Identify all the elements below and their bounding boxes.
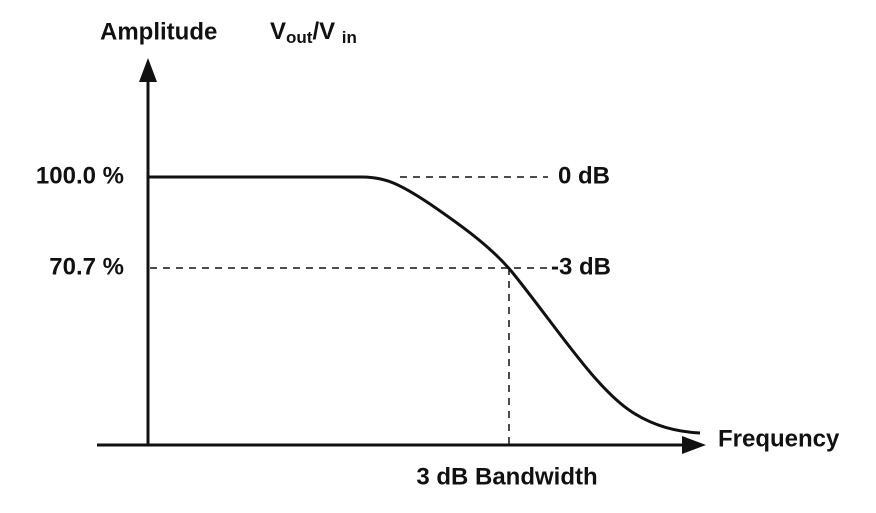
- ratio-part: in: [342, 28, 357, 47]
- response-curve: [148, 175, 701, 435]
- x-axis-arrow: [682, 436, 706, 454]
- gain-label: -3 dB: [551, 253, 611, 280]
- ratio-part: /V: [312, 18, 341, 45]
- ratio-part: out: [286, 28, 313, 47]
- title: Amplitude: [100, 18, 217, 45]
- ratio-part: V: [270, 18, 286, 45]
- x-axis-label: Frequency: [718, 425, 840, 452]
- ratio-label: Vout/V in: [270, 18, 357, 47]
- y-axis-arrow: [139, 58, 157, 82]
- amplitude-label: 70.7 %: [49, 253, 124, 280]
- bandwidth-label: 3 dB Bandwidth: [416, 463, 597, 490]
- amplitude-label: 100.0 %: [36, 162, 124, 189]
- gain-label: 0 dB: [558, 162, 610, 189]
